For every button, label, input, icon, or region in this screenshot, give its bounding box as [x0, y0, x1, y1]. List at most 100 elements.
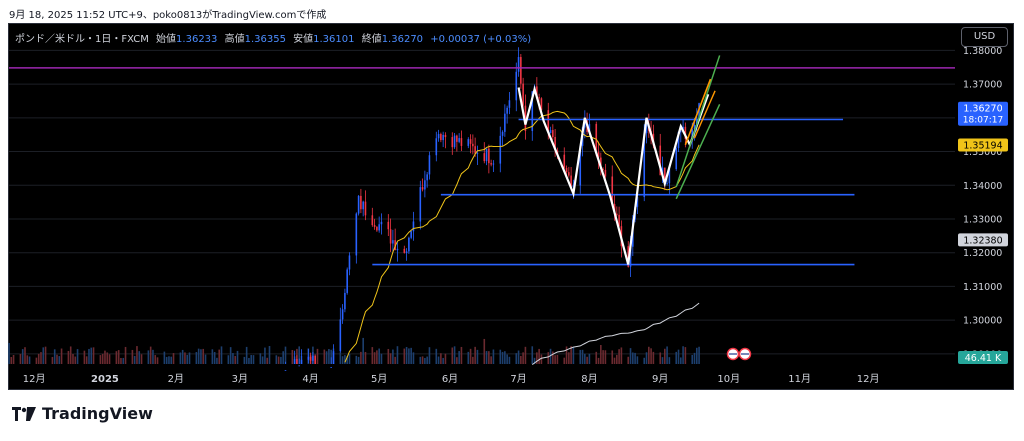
candle-body — [693, 125, 696, 129]
volume-bar — [632, 352, 634, 364]
volume-bar — [282, 351, 285, 364]
volume-bar — [442, 357, 444, 364]
candle-body — [408, 237, 410, 252]
volume-bar — [451, 347, 454, 364]
x-tick-label: 9月 — [652, 373, 668, 385]
x-tick-label: 11月 — [788, 373, 811, 385]
y-tick-label: 1.33000 — [963, 214, 1002, 225]
volume-bar — [26, 355, 29, 364]
volume-bar — [652, 351, 655, 364]
candle-body — [357, 195, 360, 214]
candle-body — [332, 351, 335, 364]
volume-bar — [456, 357, 458, 364]
volume-bar — [435, 348, 438, 364]
candle-body — [677, 131, 680, 148]
projection-arrow — [684, 78, 712, 146]
candle-body — [405, 251, 408, 253]
volume-bar — [227, 355, 230, 364]
change-value: +0.00037 (+0.03%) — [430, 34, 532, 45]
x-tick-label: 8月 — [581, 373, 597, 385]
volume-bar — [284, 346, 287, 364]
volume-bar — [570, 346, 572, 364]
volume-bar — [76, 349, 79, 364]
symbol-name[interactable]: ポンド／米ドル・1日・FXCM — [15, 34, 149, 45]
candle-body — [389, 229, 392, 244]
y-tick-label: 1.35000 — [963, 147, 1002, 158]
volume-bar — [650, 348, 652, 364]
candle-body — [659, 145, 662, 176]
candle-body — [444, 134, 447, 138]
candle-body — [362, 201, 364, 210]
volume-bar — [69, 346, 72, 364]
x-tick-label: 12月 — [857, 373, 880, 385]
candle-body — [684, 126, 687, 139]
volume-bar — [72, 353, 74, 364]
time-axis[interactable]: 12月 2025 2月 3月 4月 5月 6月 7月 8月 9月 10月 11月 12月 — [23, 373, 880, 385]
candle-body — [421, 187, 424, 190]
candle-body — [373, 225, 376, 227]
moving-averages — [344, 110, 700, 366]
candle-body — [298, 365, 300, 367]
volume-bar — [540, 354, 543, 364]
volume-bar — [186, 354, 189, 364]
candle-body — [344, 292, 346, 310]
y-tick-label: 1.38000 — [963, 46, 1002, 57]
volume-bar — [117, 350, 120, 364]
volume-bar — [659, 352, 662, 364]
candle-body — [616, 213, 618, 215]
volume-bar — [364, 351, 367, 364]
zigzag-line — [517, 85, 710, 265]
volume-bar — [234, 355, 237, 364]
volume-bar — [600, 345, 602, 364]
candle-body — [360, 195, 362, 210]
volume-bar — [437, 356, 440, 364]
volume-bar — [556, 354, 559, 364]
volume-bar — [202, 348, 205, 364]
volume-bar — [588, 353, 591, 364]
volume-bar — [339, 352, 342, 364]
volume-bar — [170, 356, 173, 364]
high-label: 高値 — [224, 34, 245, 45]
price-badge-label: 1.36270 — [963, 104, 1002, 115]
volume-bar — [508, 356, 511, 364]
candle-body — [501, 131, 504, 136]
volume-bar — [490, 356, 492, 364]
tradingview-logo[interactable]: TradingView — [12, 404, 153, 423]
candle-body — [472, 143, 474, 147]
volume-bar — [355, 355, 358, 364]
volume-bar — [616, 354, 618, 364]
volume-bar — [613, 357, 616, 364]
volume-bar — [40, 352, 42, 364]
price-axis[interactable]: 1.380001.370001.360001.350001.340001.330… — [963, 46, 1002, 361]
candle-body — [504, 113, 506, 132]
volume-bar — [268, 346, 271, 364]
close-value: 1.36270 — [381, 34, 424, 45]
candle-body — [355, 213, 358, 256]
volume-bar — [549, 348, 552, 364]
volume-bar — [664, 348, 666, 364]
candle-body — [691, 128, 694, 139]
volume-bar — [325, 351, 328, 364]
volume-bar — [357, 356, 360, 364]
volume-bar — [563, 357, 566, 364]
volume-bar — [536, 352, 538, 364]
candle-body — [483, 153, 486, 162]
candle-body — [307, 356, 310, 360]
volume-bar — [104, 350, 106, 364]
volume-bar — [467, 351, 470, 364]
volume-bar — [504, 351, 506, 364]
candle-body — [442, 134, 444, 141]
volume-bar — [346, 355, 348, 364]
volume-bar — [99, 355, 102, 364]
volume-bar — [10, 356, 13, 364]
candle-body — [499, 135, 502, 164]
volume-bar — [403, 348, 406, 364]
candle-body — [376, 226, 378, 231]
candle-body — [597, 152, 600, 158]
currency-button[interactable]: USD — [961, 27, 1008, 47]
volume-bar — [136, 346, 138, 364]
volume-bar — [60, 348, 63, 364]
volume-bar — [444, 353, 447, 364]
volume-bar — [485, 351, 488, 364]
